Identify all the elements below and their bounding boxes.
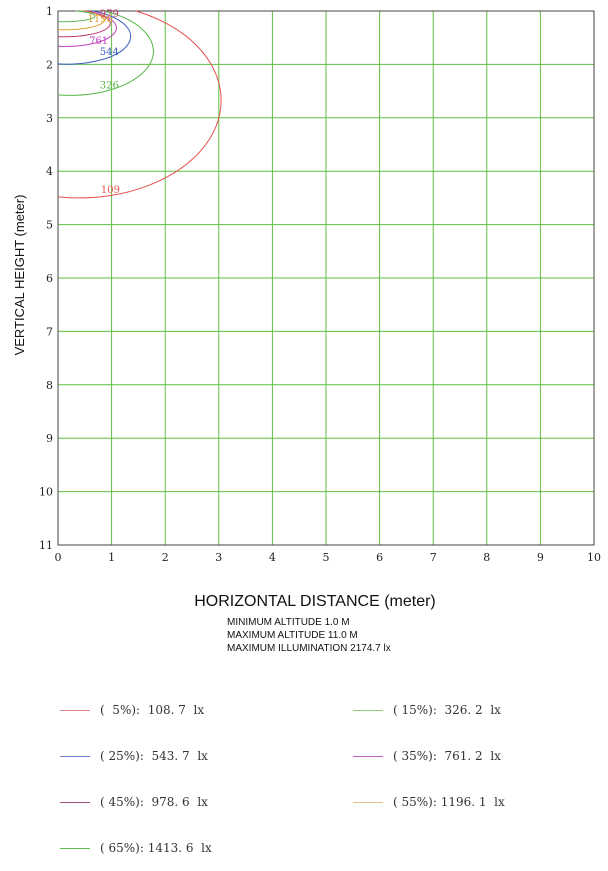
legend-right: ( 15%): 326. 2 lx ( 35%): 761. 2 lx ( 55… <box>353 673 505 825</box>
legend-swatch <box>60 710 90 711</box>
x-tick-label: 4 <box>269 551 276 564</box>
legend-label: ( 65%): 1413. 6 lx <box>100 841 212 855</box>
y-tick-label: 6 <box>46 272 53 285</box>
y-tick-label: 8 <box>46 379 53 392</box>
legend-item: ( 5%): 108. 7 lx <box>60 701 212 719</box>
max-illumination: MAXIMUM ILLUMINATION 2174.7 lx <box>227 642 391 655</box>
min-altitude: MINIMUM ALTITUDE 1.0 M <box>227 616 391 629</box>
max-altitude: MAXIMUM ALTITUDE 11.0 M <box>227 629 391 642</box>
x-tick-label: 2 <box>162 551 169 564</box>
y-tick-label: 7 <box>46 325 53 338</box>
y-tick-label: 1 <box>46 5 53 18</box>
y-tick-label: 10 <box>39 486 53 499</box>
legend-swatch <box>353 802 383 803</box>
legend-item: ( 25%): 543. 7 lx <box>60 747 212 765</box>
legend-left: ( 5%): 108. 7 lx ( 25%): 543. 7 lx ( 45%… <box>60 673 212 871</box>
x-tick-label: 8 <box>483 551 490 564</box>
contour-value-label: 1196 <box>87 14 112 25</box>
y-tick-label: 11 <box>39 539 53 552</box>
x-axis-label: HORIZONTAL DISTANCE (meter) <box>194 593 436 610</box>
legend-item: ( 55%): 1196. 1 lx <box>353 793 505 811</box>
legend-swatch <box>60 848 90 849</box>
y-tick-label: 5 <box>46 219 53 232</box>
y-tick-label: 4 <box>46 165 53 178</box>
legend-label: ( 35%): 761. 2 lx <box>393 749 501 763</box>
contour-value-label: 544 <box>100 47 119 58</box>
legend-swatch <box>60 756 90 757</box>
x-tick-label: 3 <box>215 551 222 564</box>
y-tick-label: 9 <box>46 432 53 445</box>
y-tick-label: 2 <box>46 58 53 71</box>
x-tick-label: 5 <box>323 551 330 564</box>
x-tick-label: 0 <box>55 551 62 564</box>
legend-item: ( 15%): 326. 2 lx <box>353 701 505 719</box>
grid <box>58 11 594 545</box>
y-tick-label: 3 <box>46 112 53 125</box>
contour-lines <box>58 11 221 198</box>
y-axis-label: VERTICAL HEIGHT (meter) <box>12 195 27 356</box>
contour-value-label: 326 <box>100 81 119 92</box>
contour-line <box>58 11 221 198</box>
legend-label: ( 25%): 543. 7 lx <box>100 749 208 763</box>
legend-item: ( 35%): 761. 2 lx <box>353 747 505 765</box>
x-tick-labels: 0 1 2 3 4 5 6 7 8 9 10 <box>55 551 602 564</box>
legend-item: ( 45%): 978. 6 lx <box>60 793 212 811</box>
info-block: MINIMUM ALTITUDE 1.0 M MAXIMUM ALTITUDE … <box>227 616 391 655</box>
legend-label: ( 45%): 978. 6 lx <box>100 795 208 809</box>
x-tick-label: 6 <box>376 551 383 564</box>
contour-value-label: 109 <box>101 185 120 196</box>
x-tick-label: 10 <box>587 551 601 564</box>
x-tick-label: 9 <box>537 551 544 564</box>
legend-swatch <box>60 802 90 803</box>
legend-item: ( 65%): 1413. 6 lx <box>60 839 212 857</box>
y-tick-labels: 1 2 3 4 5 6 7 8 9 10 11 <box>39 5 53 552</box>
legend-swatch <box>353 710 383 711</box>
legend-label: ( 55%): 1196. 1 lx <box>393 795 505 809</box>
x-tick-label: 1 <box>108 551 115 564</box>
x-tick-label: 7 <box>430 551 437 564</box>
legend-swatch <box>353 756 383 757</box>
legend-label: ( 5%): 108. 7 lx <box>100 703 204 717</box>
contour-value-label: 761 <box>89 36 108 47</box>
legend-label: ( 15%): 326. 2 lx <box>393 703 501 717</box>
